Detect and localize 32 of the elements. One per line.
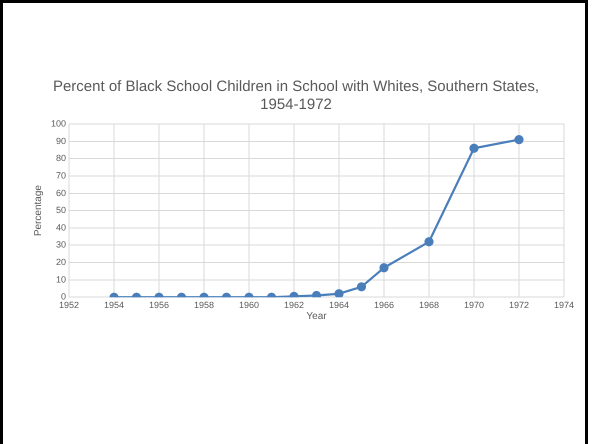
y-tick-label: 60 bbox=[56, 188, 66, 198]
x-tick-label: 1952 bbox=[59, 300, 80, 310]
x-tick-label: 1960 bbox=[238, 300, 260, 310]
point bbox=[379, 263, 389, 272]
x-tick-label: 1962 bbox=[284, 300, 304, 310]
y-tick-label: 30 bbox=[56, 240, 66, 250]
y-tick-label: 70 bbox=[56, 170, 66, 180]
y-tick-label: 40 bbox=[56, 222, 66, 232]
x-tick-label: 1972 bbox=[508, 300, 530, 310]
x-tick-label: 1966 bbox=[374, 300, 394, 310]
x-tick-label: 1974 bbox=[554, 300, 574, 310]
y-axis-title: Percentage bbox=[32, 184, 44, 236]
x-tick-label: 1968 bbox=[418, 300, 440, 310]
x-tick-label: 1970 bbox=[464, 300, 484, 310]
y-tick-label: 0 bbox=[61, 292, 66, 302]
y-tick-label: 100 bbox=[50, 118, 66, 128]
x-tick-label: 1964 bbox=[328, 300, 350, 310]
y-tick-label: 50 bbox=[56, 205, 66, 216]
y-tick-label: 10 bbox=[56, 274, 66, 284]
point bbox=[514, 134, 524, 144]
y-tick-label: 90 bbox=[56, 136, 66, 146]
point bbox=[334, 289, 344, 298]
x-tick-label: 1954 bbox=[104, 300, 124, 310]
x-tick-label: 1956 bbox=[149, 300, 170, 310]
x-axis-title: Year bbox=[306, 310, 328, 322]
y-tick-label: 20 bbox=[56, 257, 66, 268]
chart-title: Percent of Black School Children in School with Whites, Southern States, 1954-1972 bbox=[52, 78, 540, 114]
point bbox=[424, 237, 434, 246]
point bbox=[312, 290, 322, 298]
point bbox=[469, 144, 479, 153]
y-tick-label: 80 bbox=[56, 153, 66, 164]
x-tick-label: 1958 bbox=[194, 300, 214, 310]
